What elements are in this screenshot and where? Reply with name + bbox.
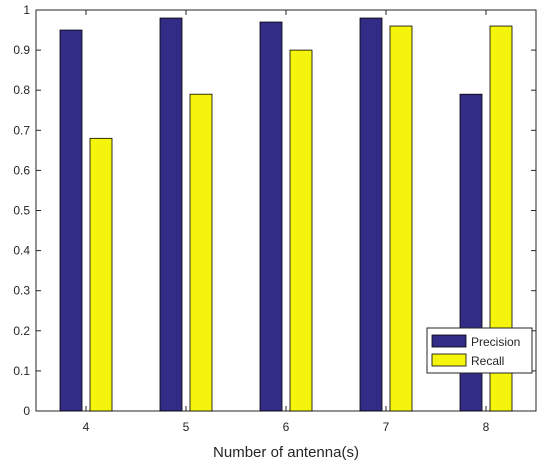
- bar-recall-8: [489, 25, 513, 412]
- bar-precision-6: [259, 21, 283, 412]
- bar-precision-5: [159, 17, 183, 412]
- legend-label-precision: Precision: [471, 335, 520, 349]
- y-tick-label: 0.7: [13, 123, 30, 137]
- x-tick-label: 7: [383, 420, 390, 434]
- y-tick-label: 1: [23, 3, 30, 17]
- bar-recall-5: [189, 93, 213, 412]
- y-tick-label: 0.1: [13, 364, 30, 378]
- y-tick-label: 0: [23, 404, 30, 418]
- bar-recall-6: [289, 49, 313, 412]
- x-axis-label: Number of antenna(s): [213, 444, 359, 461]
- bar-precision-7: [359, 17, 383, 412]
- y-tick-label: 0.4: [13, 244, 30, 258]
- y-tick-label: 0.9: [13, 43, 30, 57]
- x-tick-label: 8: [483, 420, 490, 434]
- x-axis: 4 5 6 7 8: [83, 10, 490, 434]
- legend: Precision Recall: [426, 327, 533, 374]
- x-tick-label: 5: [183, 420, 190, 434]
- x-tick-label: 4: [83, 420, 90, 434]
- y-axis: 0 0.1 0.2 0.3 0.4 0.5 0.6 0.7 0.8 0.9 1: [13, 3, 536, 418]
- bar-recall-4: [89, 137, 113, 412]
- legend-swatch-precision: [431, 334, 467, 348]
- bars: [59, 17, 513, 412]
- y-tick-label: 0.3: [13, 284, 30, 298]
- legend-label-recall: Recall: [471, 354, 504, 368]
- bar-recall-7: [389, 25, 413, 412]
- y-tick-label: 0.8: [13, 83, 30, 97]
- y-tick-label: 0.6: [13, 163, 30, 177]
- legend-swatch-recall: [431, 353, 467, 367]
- bar-precision-4: [59, 29, 83, 412]
- x-tick-label: 6: [283, 420, 290, 434]
- y-tick-label: 0.2: [13, 324, 30, 338]
- y-tick-label: 0.5: [13, 204, 30, 218]
